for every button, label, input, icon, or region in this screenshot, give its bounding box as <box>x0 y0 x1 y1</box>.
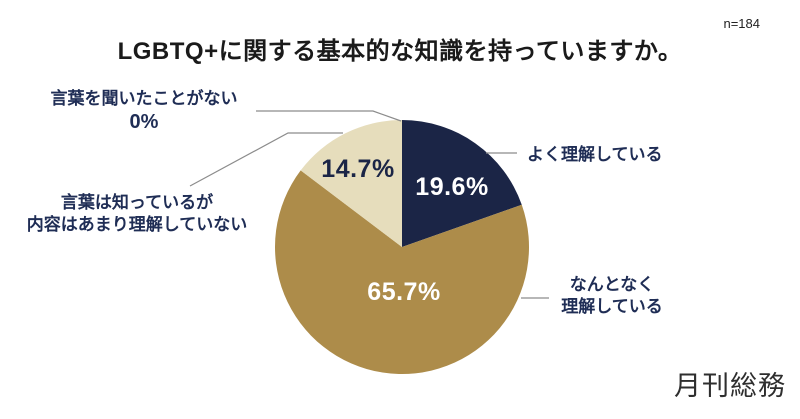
callout-understand-well: よく理解している <box>527 145 663 164</box>
title-row: LGBTQ+に関する基本的な知識を持っていますか。 <box>0 31 800 66</box>
pct-understand-well: 19.6% <box>415 173 489 201</box>
sample-size-label: n=184 <box>723 16 760 31</box>
callout-never-heard-pct: 0% <box>129 111 159 133</box>
pie-slice-1 <box>275 170 530 375</box>
callout-somewhat-line1: なんとなく <box>569 275 655 294</box>
chart-title: LGBTQ+に関する基本的な知識を持っていますか。 <box>117 38 683 65</box>
callout-somewhat-line2: 理解している <box>561 297 663 316</box>
callout-never-heard-text: 言葉を聞いたことがない <box>50 89 238 108</box>
callout-somewhat: なんとなく 理解している <box>532 274 692 318</box>
pct-know-word: 14.7% <box>321 155 395 183</box>
brand-logo: 月刊総務 <box>674 371 786 401</box>
pct-somewhat: 65.7% <box>367 278 441 306</box>
callout-know-word-line1: 言葉は知っているが <box>60 193 214 212</box>
pie-slice-0 <box>402 120 522 247</box>
callout-never-heard: 言葉を聞いたことがない 0% <box>29 88 259 133</box>
leader-lines <box>189 110 549 299</box>
callout-know-word-line2: 内容はあまり理解していない <box>26 215 248 234</box>
pie-slice-2 <box>300 120 402 247</box>
callout-know-word: 言葉は知っているが 内容はあまり理解していない <box>17 192 257 236</box>
leader-never-heard <box>256 110 402 122</box>
leader-know-word <box>189 132 343 187</box>
pie-slices <box>275 120 530 375</box>
